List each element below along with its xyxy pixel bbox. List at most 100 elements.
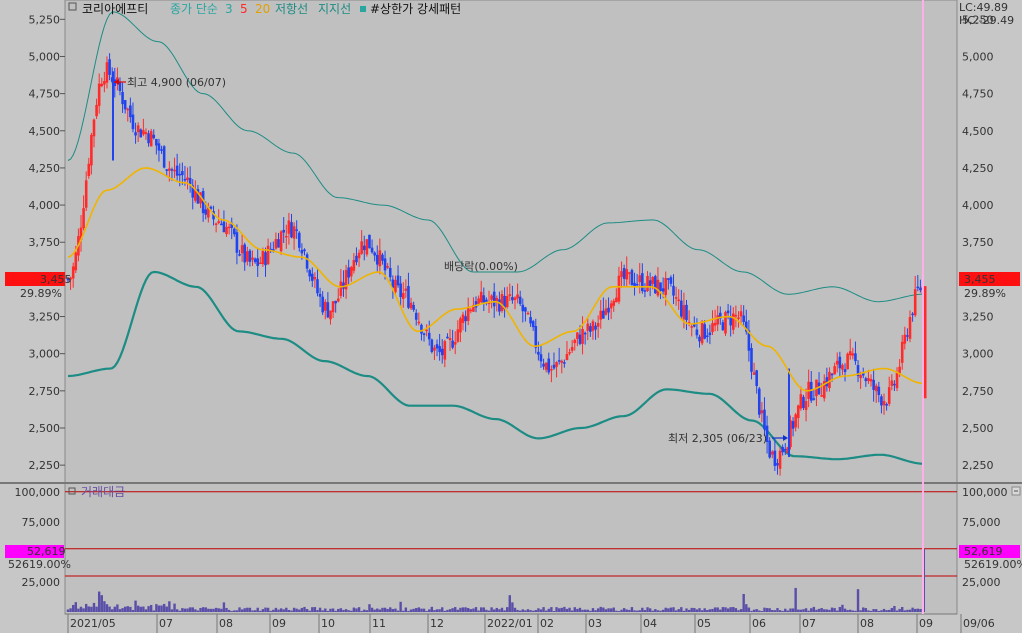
volume-bar[interactable]	[804, 608, 808, 612]
volume-bar[interactable]	[126, 606, 129, 612]
candle-body[interactable]	[66, 278, 70, 281]
volume-bar[interactable]	[877, 610, 881, 612]
volume-bar[interactable]	[498, 609, 501, 612]
volume-bar[interactable]	[503, 610, 506, 612]
volume-bar[interactable]	[908, 609, 912, 612]
volume-bar[interactable]	[331, 608, 335, 612]
volume-bar[interactable]	[802, 609, 805, 612]
volume-bar[interactable]	[862, 607, 865, 612]
volume-bar[interactable]	[147, 606, 150, 612]
candle-body[interactable]	[188, 178, 192, 185]
candle-body[interactable]	[149, 131, 153, 147]
candle-body[interactable]	[160, 149, 163, 151]
candle-body[interactable]	[147, 133, 150, 144]
volume-bar[interactable]	[230, 611, 233, 612]
volume-bar[interactable]	[646, 607, 649, 612]
candle-body[interactable]	[778, 450, 782, 469]
candle-body[interactable]	[220, 223, 223, 226]
candle-body[interactable]	[279, 231, 283, 252]
candle-body[interactable]	[472, 305, 475, 312]
legend-ma-label[interactable]: 종가 단순	[170, 2, 218, 16]
volume-bar[interactable]	[355, 608, 358, 612]
volume-bar[interactable]	[90, 606, 93, 612]
volume-bar[interactable]	[508, 595, 511, 612]
candle-body[interactable]	[71, 266, 75, 279]
volume-bar[interactable]	[360, 610, 363, 612]
volume-bar[interactable]	[435, 609, 439, 612]
candle-body[interactable]	[511, 297, 514, 301]
volume-bar[interactable]	[903, 610, 907, 612]
volume-bar[interactable]	[745, 604, 748, 612]
volume-bar[interactable]	[363, 609, 366, 612]
volume-bar[interactable]	[734, 608, 738, 612]
volume-bar[interactable]	[386, 608, 389, 612]
candle-body[interactable]	[173, 169, 176, 172]
candle-body[interactable]	[726, 310, 730, 314]
volume-bar[interactable]	[602, 607, 605, 612]
volume-bar[interactable]	[778, 610, 782, 612]
candle-body[interactable]	[256, 258, 260, 266]
candle-body[interactable]	[550, 369, 553, 371]
candle-body[interactable]	[433, 347, 436, 351]
candle-body[interactable]	[292, 226, 296, 239]
volume-bar[interactable]	[103, 601, 106, 612]
volume-bar[interactable]	[337, 608, 340, 612]
candle-body[interactable]	[264, 252, 267, 266]
candle-body[interactable]	[251, 257, 254, 260]
volume-bar[interactable]	[474, 607, 478, 612]
volume-bar[interactable]	[464, 607, 467, 612]
volume-bar[interactable]	[742, 593, 745, 612]
candle-body[interactable]	[776, 462, 779, 466]
volume-bar[interactable]	[149, 604, 153, 612]
volume-bar[interactable]	[402, 610, 405, 612]
volume-bar[interactable]	[152, 610, 155, 612]
volume-bar[interactable]	[695, 609, 699, 612]
volume-bar[interactable]	[417, 607, 421, 612]
legend-support[interactable]: 지지선	[318, 2, 351, 16]
candle-body[interactable]	[708, 332, 712, 335]
candle-body[interactable]	[906, 335, 909, 337]
candle-body[interactable]	[508, 294, 512, 296]
volume-bar[interactable]	[911, 607, 914, 612]
volume-bar[interactable]	[248, 607, 252, 612]
volume-bar[interactable]	[537, 608, 540, 612]
candle-body[interactable]	[87, 163, 91, 177]
legend-ma3[interactable]: 3	[225, 2, 233, 16]
volume-bar[interactable]	[524, 610, 527, 612]
volume-bar[interactable]	[136, 605, 140, 612]
volume-bar[interactable]	[110, 609, 114, 612]
candle-body[interactable]	[716, 315, 719, 325]
volume-bar[interactable]	[282, 609, 285, 612]
candle-body[interactable]	[602, 310, 605, 319]
volume-bar[interactable]	[131, 610, 135, 612]
candle-body[interactable]	[375, 254, 379, 265]
candle-body[interactable]	[310, 273, 314, 281]
candle-body[interactable]	[243, 244, 247, 263]
volume-bar[interactable]	[513, 607, 517, 612]
candle-body[interactable]	[175, 165, 179, 176]
candle-body[interactable]	[539, 354, 543, 362]
candle-body[interactable]	[887, 387, 891, 404]
volume-bar[interactable]	[199, 607, 202, 612]
candle-body[interactable]	[757, 388, 761, 415]
candle-body[interactable]	[204, 209, 208, 215]
candle-body[interactable]	[303, 249, 306, 252]
candle-body[interactable]	[615, 297, 618, 303]
candle-body[interactable]	[789, 420, 792, 448]
volume-bar[interactable]	[469, 609, 473, 612]
candle-body[interactable]	[895, 372, 899, 389]
volume-bar[interactable]	[92, 602, 96, 612]
candle-body[interactable]	[607, 307, 610, 313]
candle-body[interactable]	[770, 451, 774, 455]
volume-bar[interactable]	[763, 607, 766, 612]
candle-body[interactable]	[903, 334, 907, 344]
volume-bar[interactable]	[557, 608, 561, 612]
volume-bar[interactable]	[869, 610, 873, 612]
candle-body[interactable]	[576, 332, 579, 339]
candle-body[interactable]	[731, 313, 735, 330]
volume-bar[interactable]	[422, 608, 426, 612]
volume-bar[interactable]	[914, 608, 917, 612]
volume-bar[interactable]	[820, 608, 823, 612]
volume-bar[interactable]	[531, 610, 535, 612]
